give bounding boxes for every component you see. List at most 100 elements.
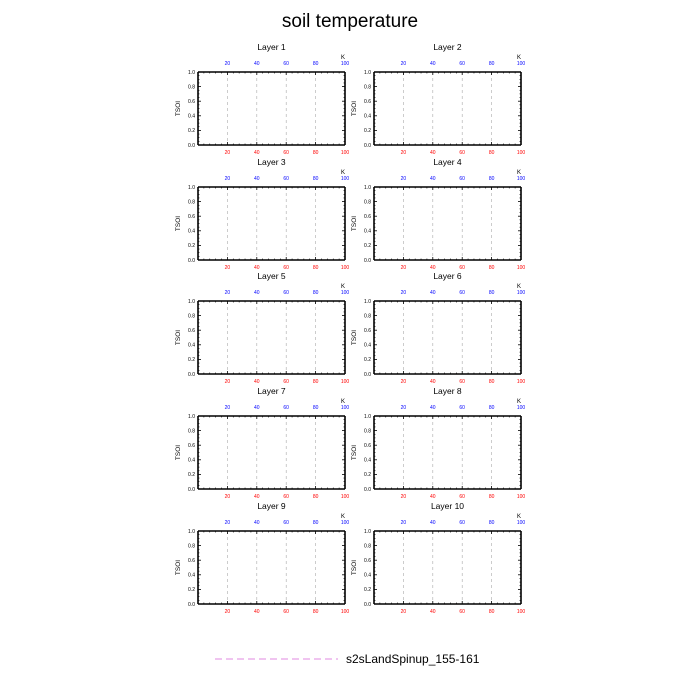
- x-tick-label-top: 60: [283, 290, 289, 296]
- y-tick-label: 0.6: [364, 214, 371, 220]
- panels-grid: Layer 12020404060608080100100K0.00.20.40…: [175, 42, 525, 615]
- y-axis-label: TSOI: [351, 101, 358, 116]
- top-axis-unit: K: [341, 55, 345, 61]
- x-tick-label-top: 80: [489, 520, 495, 526]
- panel-4: Layer 42020404060608080100100K0.00.20.40…: [351, 157, 525, 271]
- y-axis-label: TSOI: [351, 560, 358, 575]
- panel-1: Layer 12020404060608080100100K0.00.20.40…: [175, 42, 349, 156]
- x-tick-label-bottom: 40: [430, 265, 436, 271]
- x-tick-label-bottom: 100: [341, 609, 350, 615]
- y-tick-label: 0.4: [364, 229, 371, 235]
- x-tick-label-top: 40: [254, 176, 260, 182]
- y-tick-label: 0.4: [188, 458, 195, 464]
- x-tick-label-bottom: 60: [459, 379, 465, 385]
- y-tick-label: 0.2: [364, 472, 371, 478]
- y-tick-label: 0.0: [188, 372, 195, 378]
- x-tick-label-bottom: 100: [341, 265, 350, 271]
- x-tick-label-top: 60: [283, 405, 289, 411]
- x-tick-label-bottom: 100: [517, 265, 526, 271]
- y-tick-label: 0.4: [188, 573, 195, 579]
- y-tick-label: 0.2: [188, 587, 195, 593]
- y-tick-label: 0.6: [364, 99, 371, 105]
- x-tick-label-top: 100: [341, 290, 350, 296]
- y-tick-label: 0.2: [188, 472, 195, 478]
- x-tick-label-top: 60: [283, 176, 289, 182]
- x-tick-label-top: 60: [459, 290, 465, 296]
- y-tick-label: 0.6: [188, 443, 195, 449]
- y-tick-label: 0.4: [364, 343, 371, 349]
- panel-7: Layer 72020404060608080100100K0.00.20.40…: [175, 386, 349, 500]
- x-tick-label-bottom: 20: [401, 494, 407, 500]
- x-tick-label-top: 20: [401, 520, 407, 526]
- x-tick-label-top: 40: [430, 61, 436, 67]
- x-tick-label-top: 100: [517, 405, 526, 411]
- y-tick-label: 0.2: [364, 587, 371, 593]
- x-tick-label-bottom: 60: [283, 494, 289, 500]
- y-tick-label: 0.8: [364, 428, 371, 434]
- y-tick-label: 0.4: [188, 114, 195, 120]
- x-tick-label-bottom: 80: [489, 150, 495, 156]
- top-axis-unit: K: [517, 284, 521, 290]
- x-tick-label-bottom: 20: [225, 494, 231, 500]
- x-tick-label-bottom: 20: [401, 379, 407, 385]
- x-tick-label-top: 80: [489, 61, 495, 67]
- x-tick-label-top: 100: [517, 176, 526, 182]
- x-tick-label-top: 100: [341, 520, 350, 526]
- x-tick-label-top: 20: [401, 405, 407, 411]
- y-axis-label: TSOI: [175, 445, 182, 460]
- x-tick-label-top: 80: [489, 176, 495, 182]
- x-tick-label-top: 20: [401, 176, 407, 182]
- top-axis-unit: K: [341, 399, 345, 405]
- x-tick-label-bottom: 40: [430, 379, 436, 385]
- y-tick-label: 0.4: [188, 343, 195, 349]
- x-tick-label-bottom: 60: [283, 265, 289, 271]
- y-tick-label: 1.0: [364, 299, 371, 305]
- y-tick-label: 0.2: [364, 357, 371, 363]
- x-tick-label-bottom: 60: [459, 609, 465, 615]
- x-tick-label-bottom: 80: [313, 265, 319, 271]
- panel-title: Layer 5: [257, 271, 286, 281]
- x-tick-label-top: 60: [459, 520, 465, 526]
- x-tick-label-bottom: 20: [401, 609, 407, 615]
- x-tick-label-top: 40: [430, 290, 436, 296]
- x-tick-label-bottom: 60: [283, 609, 289, 615]
- y-tick-label: 0.6: [188, 214, 195, 220]
- y-tick-label: 1.0: [364, 70, 371, 76]
- y-tick-label: 0.8: [364, 313, 371, 319]
- x-tick-label-bottom: 100: [341, 494, 350, 500]
- y-tick-label: 1.0: [188, 185, 195, 191]
- y-tick-label: 0.0: [188, 143, 195, 149]
- x-tick-label-bottom: 40: [430, 609, 436, 615]
- panel-title: Layer 4: [433, 157, 462, 167]
- panel-3: Layer 32020404060608080100100K0.00.20.40…: [175, 157, 349, 271]
- panel-title: Layer 1: [257, 42, 286, 52]
- x-tick-label-top: 40: [430, 405, 436, 411]
- y-tick-label: 1.0: [188, 299, 195, 305]
- x-tick-label-top: 100: [517, 520, 526, 526]
- legend: s2sLandSpinup_155-161: [215, 652, 480, 666]
- x-tick-label-top: 100: [341, 176, 350, 182]
- panel-title: Layer 10: [431, 501, 464, 511]
- y-tick-label: 0.4: [364, 114, 371, 120]
- panel-title: Layer 9: [257, 501, 286, 511]
- y-tick-label: 0.4: [364, 573, 371, 579]
- x-tick-label-bottom: 60: [283, 150, 289, 156]
- x-tick-label-bottom: 40: [254, 494, 260, 500]
- x-tick-label-top: 20: [225, 405, 231, 411]
- x-tick-label-top: 20: [401, 290, 407, 296]
- panel-title: Layer 6: [433, 271, 462, 281]
- x-tick-label-bottom: 100: [517, 609, 526, 615]
- y-tick-label: 0.4: [364, 458, 371, 464]
- top-axis-unit: K: [341, 514, 345, 520]
- x-tick-label-top: 60: [283, 61, 289, 67]
- y-tick-label: 0.0: [188, 487, 195, 493]
- legend-series-label: s2sLandSpinup_155-161: [346, 652, 480, 666]
- panel-title: Layer 2: [433, 42, 462, 52]
- y-axis-label: TSOI: [175, 216, 182, 231]
- x-tick-label-top: 60: [283, 520, 289, 526]
- x-tick-label-bottom: 40: [254, 609, 260, 615]
- panel-title: Layer 7: [257, 386, 286, 396]
- y-tick-label: 0.4: [188, 229, 195, 235]
- x-tick-label-bottom: 100: [517, 150, 526, 156]
